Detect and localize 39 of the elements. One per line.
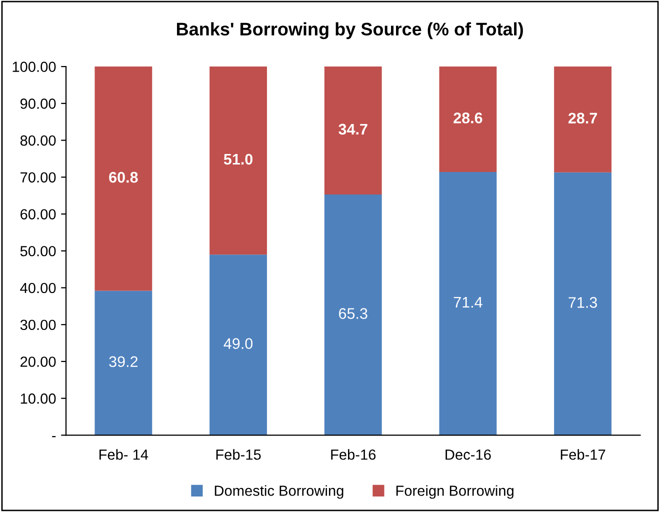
y-tick-label: 30.00 <box>20 320 56 330</box>
bar <box>554 66 612 172</box>
x-tick-label: Dec-16 <box>446 449 491 460</box>
y-tick-label: 80.00 <box>20 135 56 146</box>
data-label: 28.6 <box>454 112 482 124</box>
y-tick-label: 40.00 <box>20 282 56 294</box>
y-tick-label: - <box>52 436 56 438</box>
data-label: 39.2 <box>109 356 138 368</box>
legend-label: Foreign Borrowing <box>396 485 514 499</box>
bar <box>324 66 382 194</box>
y-tick-label: 100.00 <box>12 62 56 72</box>
chart-title: Banks' Borrowing by Source (% of Total) <box>176 22 523 40</box>
data-label: 49.0 <box>224 338 253 349</box>
y-tick-label: 20.00 <box>20 356 56 367</box>
data-label: 71.3 <box>568 297 597 308</box>
y-tick-label: 60.00 <box>20 209 56 220</box>
bar <box>439 66 497 172</box>
data-label: 65.3 <box>339 308 368 319</box>
y-tick-label: 70.00 <box>20 172 56 183</box>
data-label: 34.7 <box>338 124 368 135</box>
bar <box>324 194 382 436</box>
data-label: 71.4 <box>454 297 482 308</box>
bar <box>210 254 267 436</box>
bar <box>554 172 612 436</box>
x-tick-label: Feb-16 <box>331 449 376 460</box>
y-tick-label: 10.00 <box>20 393 56 404</box>
x-tick-label: Feb-15 <box>216 449 261 460</box>
y-tick-label: 50.00 <box>20 246 56 256</box>
bar <box>210 66 267 255</box>
x-tick-label: Feb-17 <box>560 449 606 460</box>
bar <box>439 172 497 436</box>
x-tick-label: Feb- 14 <box>99 449 148 460</box>
data-label: 60.8 <box>109 172 138 183</box>
bar <box>94 66 152 291</box>
data-label: 51.0 <box>224 154 253 165</box>
y-tick-label: 90.00 <box>20 98 56 109</box>
bar <box>94 290 152 436</box>
legend-label: Domestic Borrowing <box>214 485 344 499</box>
data-label: 28.7 <box>568 112 597 124</box>
